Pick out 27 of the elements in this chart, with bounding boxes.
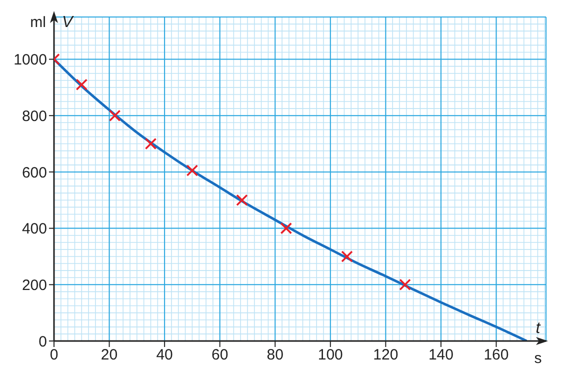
x-tick-label: 140 [428, 346, 454, 364]
point [236, 194, 248, 206]
point [144, 138, 157, 150]
x-tick-label: 60 [212, 346, 228, 364]
x-tick-label: 80 [266, 346, 284, 364]
x-tick-label: 0 [50, 346, 58, 364]
x-tick-label: 20 [100, 346, 118, 364]
y-tick-label: 0 [38, 333, 47, 350]
y-tick-label: 600 [22, 164, 47, 182]
text: s [534, 350, 542, 367]
x-tick-label: 160 [484, 346, 509, 364]
point [186, 164, 198, 176]
x-tick-label: 100 [318, 346, 343, 364]
x-tick-label: 120 [373, 346, 398, 364]
y-tick-label: 1000 [14, 52, 47, 69]
point [399, 278, 411, 291]
y-axis-title: V [62, 14, 74, 31]
point [280, 222, 292, 234]
x-tick-label: 40 [156, 346, 173, 364]
point [108, 110, 121, 122]
point [76, 78, 88, 91]
text: ml [30, 14, 46, 31]
y-tick-label: 800 [22, 108, 47, 125]
y-tick-label: 400 [22, 220, 47, 238]
point [341, 250, 353, 262]
x-axis-title: t [536, 320, 541, 337]
y-tick-label: 200 [22, 276, 47, 294]
